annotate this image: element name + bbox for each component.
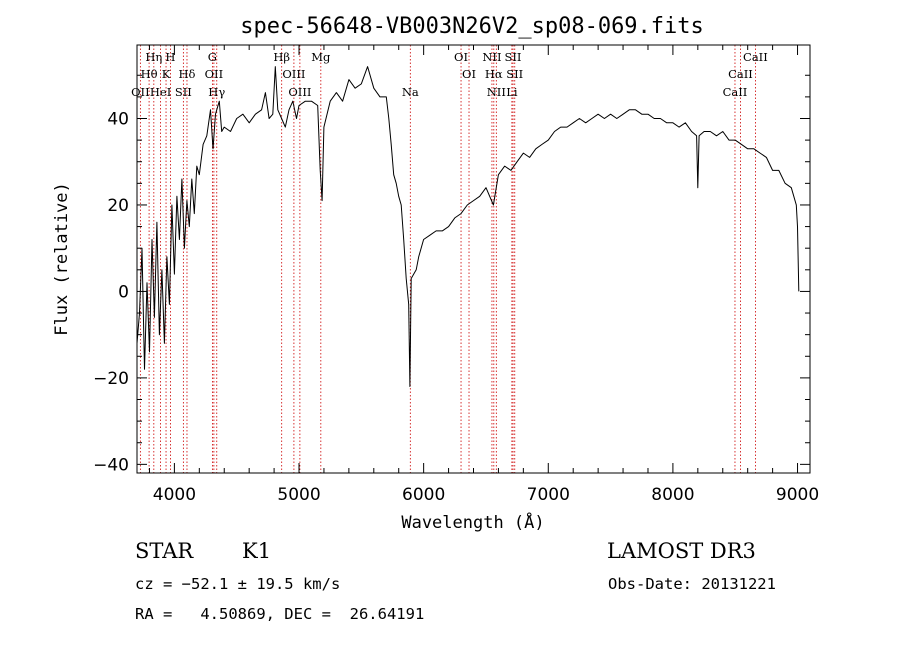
plot-frame bbox=[136, 44, 811, 474]
spectrum-line-0 bbox=[136, 66, 800, 387]
y-tick-label: −40 bbox=[93, 455, 129, 475]
line-label-13: OIII bbox=[282, 67, 305, 81]
line-label-7: SII bbox=[175, 85, 192, 99]
line-label-26: CaII bbox=[723, 85, 748, 99]
line-label-9: OII bbox=[205, 67, 224, 81]
chart-title: spec-56648-VB003N26V2_sp08-069.fits bbox=[240, 14, 704, 39]
line-label-5: OII bbox=[131, 85, 150, 99]
y-tick-label: 0 bbox=[118, 282, 129, 302]
line-label-0: Hη bbox=[145, 50, 162, 64]
line-label-22: NII bbox=[487, 85, 506, 99]
line-label-19: SII bbox=[505, 50, 522, 64]
x-tick-label: 9000 bbox=[776, 485, 819, 505]
y-axis-label: Flux (relative) bbox=[52, 182, 72, 336]
line-label-21: SII bbox=[506, 67, 523, 81]
line-label-15: Na bbox=[402, 85, 419, 99]
line-label-4: Hδ bbox=[178, 67, 195, 81]
x-axis-label: Wavelength (Å) bbox=[401, 511, 544, 533]
line-label-25: CaII bbox=[728, 67, 753, 81]
x-axis: 4000 5000 6000 7000 8000 9000 bbox=[148, 45, 819, 505]
y-tick-label: −20 bbox=[93, 369, 129, 389]
line-label-16: OI bbox=[454, 50, 468, 64]
line-label-20: Hα bbox=[485, 67, 503, 81]
line-label-24: CaII bbox=[743, 50, 768, 64]
line-label-18: NII bbox=[482, 50, 501, 64]
x-tick-label: 8000 bbox=[651, 485, 694, 505]
line-label-3: K bbox=[162, 67, 171, 81]
y-tick-label: 20 bbox=[107, 196, 129, 216]
object-type: STAR bbox=[135, 539, 194, 563]
observation-date: Obs-Date: 20131221 bbox=[608, 575, 776, 593]
line-label-11: Hβ bbox=[273, 50, 290, 64]
line-label-14: OIII bbox=[288, 85, 311, 99]
x-tick-label: 7000 bbox=[527, 485, 570, 505]
line-label-1: H bbox=[165, 50, 175, 64]
line-label-2: Hθ bbox=[141, 67, 158, 81]
line-label-23: Li bbox=[506, 85, 518, 99]
x-tick-label: 5000 bbox=[277, 485, 320, 505]
line-label-17: OI bbox=[462, 67, 476, 81]
redshift-velocity: cz = −52.1 ± 19.5 km/s bbox=[135, 575, 341, 593]
survey-name: LAMOST DR3 bbox=[607, 539, 756, 563]
line-label-8: G bbox=[208, 50, 217, 64]
object-subclass: K1 bbox=[242, 539, 272, 563]
y-axis: −40 −20 0 20 40 bbox=[93, 74, 810, 475]
spectrum-series bbox=[136, 66, 800, 387]
y-tick-label: 40 bbox=[107, 109, 129, 129]
spectral-line-markers bbox=[139, 45, 756, 473]
x-tick-label: 4000 bbox=[153, 485, 196, 505]
line-label-12: Mg bbox=[311, 50, 331, 64]
x-tick-label: 6000 bbox=[402, 485, 445, 505]
coordinates: RA = 4.50869, DEC = 26.64191 bbox=[135, 605, 425, 623]
line-label-6: HeI bbox=[150, 85, 171, 99]
line-label-10: Hγ bbox=[208, 85, 225, 99]
